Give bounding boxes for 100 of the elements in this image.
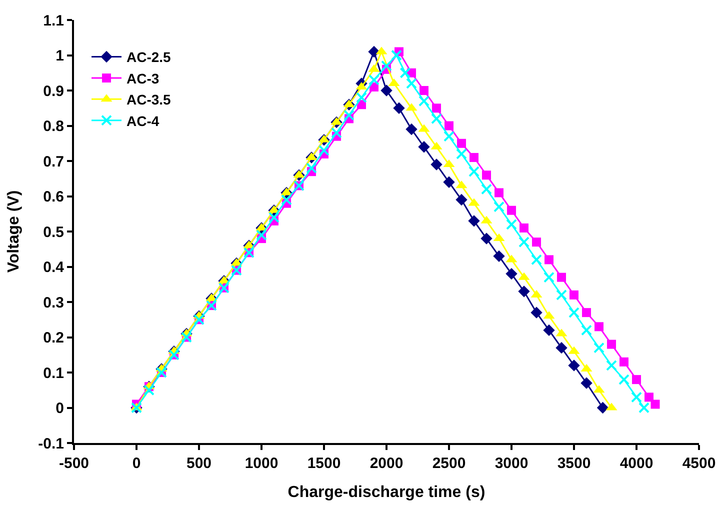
point [406, 123, 418, 136]
y-tick-label: -0.1 [38, 435, 64, 452]
point [582, 308, 591, 318]
point [356, 92, 367, 104]
x-tick-label: 500 [186, 455, 212, 472]
y-tick-label: 0.7 [43, 153, 64, 170]
point [268, 212, 280, 223]
point [418, 96, 430, 107]
point [432, 104, 441, 113]
point [481, 184, 492, 195]
point [530, 306, 542, 318]
y-tick-label: 0.8 [43, 118, 64, 135]
y-tick-label: 0.1 [43, 364, 64, 382]
legend-label: AC-3 [126, 70, 160, 86]
point [631, 392, 642, 403]
point [493, 250, 505, 262]
point [391, 50, 402, 61]
y-tick-label: 0.4 [43, 259, 65, 276]
point [581, 324, 592, 336]
point [594, 342, 604, 354]
point [344, 110, 354, 121]
point [400, 67, 411, 78]
point [638, 402, 650, 414]
legend-label: AC-3.5 [126, 92, 172, 108]
x-tick-label: 1500 [307, 455, 341, 472]
point [506, 218, 517, 230]
point [368, 74, 380, 86]
point [431, 113, 442, 124]
x-tick-label: 3000 [494, 455, 528, 472]
point [318, 144, 330, 156]
y-axis-title: Voltage (V) [6, 190, 23, 273]
point [456, 194, 468, 206]
point [380, 84, 392, 96]
point [556, 342, 568, 354]
x-tick-label: 4500 [682, 455, 716, 472]
point [556, 289, 567, 300]
y-tick-label: 0.3 [43, 294, 64, 312]
point [480, 232, 492, 244]
y-tick-label: 0.5 [43, 224, 64, 241]
point [331, 127, 342, 138]
point [418, 141, 430, 153]
point [494, 188, 504, 198]
x-axis-title: Charge-discharge time (s) [288, 484, 486, 502]
point [650, 400, 660, 409]
point [470, 152, 478, 162]
point [532, 238, 541, 247]
y-tick-label: 1 [56, 48, 64, 64]
x-tick-label: 2500 [432, 455, 466, 472]
point [594, 322, 604, 332]
point [456, 148, 467, 160]
x-tick-label: 0 [132, 455, 141, 472]
y-tick-label: 0.9 [43, 82, 64, 100]
point [520, 223, 528, 232]
point [568, 360, 580, 372]
point [518, 236, 530, 248]
point [468, 166, 480, 178]
point [557, 272, 566, 282]
point [580, 377, 592, 389]
point [444, 121, 454, 130]
y-tick-label: 1.1 [43, 12, 64, 30]
x-tick-label: 4000 [620, 455, 654, 472]
point [381, 60, 392, 72]
y-tick-label: 0.2 [43, 330, 64, 346]
legend-label: AC-2.5 [126, 49, 172, 66]
y-tick-label: 0.6 [43, 188, 64, 206]
point [544, 272, 554, 283]
point [281, 194, 292, 206]
point [531, 254, 542, 266]
point [457, 138, 466, 148]
y-tick-label: 0 [56, 400, 64, 417]
point [406, 78, 417, 89]
point [256, 230, 267, 241]
point [606, 360, 617, 371]
point [444, 130, 454, 142]
x-tick-label: 1000 [244, 455, 278, 472]
point [443, 176, 455, 188]
point [544, 255, 554, 264]
point [506, 268, 518, 280]
point [306, 162, 317, 174]
point [607, 340, 616, 349]
point [518, 286, 530, 298]
point [543, 324, 555, 336]
x-tick-label: 3500 [557, 455, 591, 472]
point [596, 402, 609, 414]
x-tick-label: 2000 [370, 455, 404, 472]
point [570, 290, 578, 300]
point [368, 46, 380, 58]
point [618, 374, 630, 386]
point [644, 392, 654, 402]
x-tick-label: -500 [58, 455, 90, 472]
point [482, 170, 491, 180]
point [430, 158, 442, 170]
point [568, 307, 580, 318]
legend-label: AC-4 [126, 112, 160, 129]
point [632, 375, 641, 384]
point [507, 206, 516, 215]
point [468, 215, 480, 227]
point [420, 86, 428, 95]
point [494, 201, 504, 212]
point [620, 357, 628, 366]
